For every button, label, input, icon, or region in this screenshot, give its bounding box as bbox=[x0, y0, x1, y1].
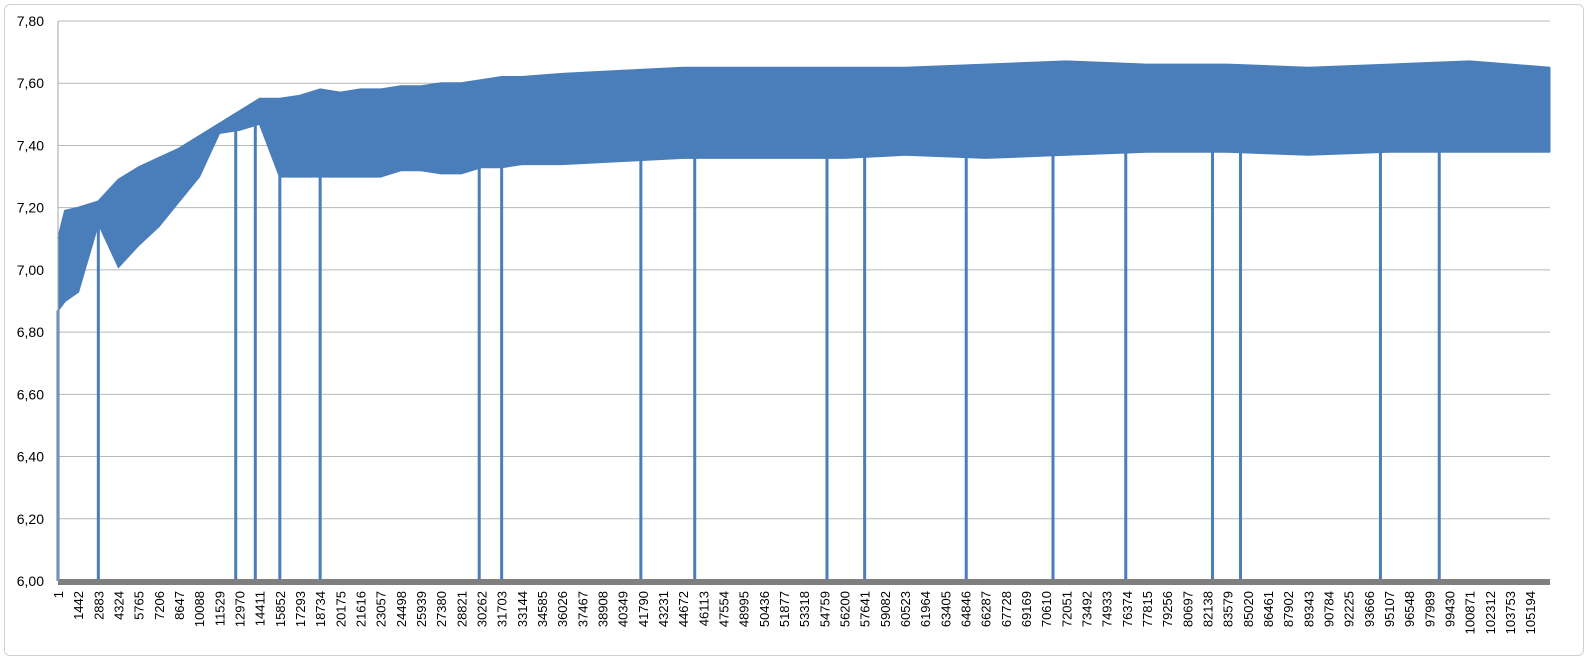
x-tick-label: 90784 bbox=[1321, 591, 1336, 627]
x-tick-label: 20175 bbox=[333, 591, 348, 627]
x-tick-label: 64846 bbox=[958, 591, 973, 627]
x-tick-label: 18734 bbox=[313, 591, 328, 627]
x-tick-label: 63405 bbox=[938, 591, 953, 627]
x-tick-label: 56200 bbox=[837, 591, 852, 627]
x-tick-label: 38908 bbox=[595, 591, 610, 627]
x-tick-label: 51877 bbox=[777, 591, 792, 627]
x-tick-label: 36026 bbox=[555, 591, 570, 627]
x-tick-label: 37467 bbox=[575, 591, 590, 627]
x-tick-label: 10088 bbox=[192, 591, 207, 627]
x-tick-label: 74933 bbox=[1100, 591, 1115, 627]
x-tick-label: 87902 bbox=[1281, 591, 1296, 627]
x-tick-label: 70610 bbox=[1039, 591, 1054, 627]
x-tick-label: 105194 bbox=[1523, 591, 1538, 634]
x-tick-label: 21616 bbox=[353, 591, 368, 627]
y-tick-label: 7,60 bbox=[17, 75, 44, 91]
x-tick-label: 100871 bbox=[1463, 591, 1478, 634]
x-tick-label: 80697 bbox=[1180, 591, 1195, 627]
x-tick-label: 83579 bbox=[1221, 591, 1236, 627]
x-tick-label: 73492 bbox=[1079, 591, 1094, 627]
x-tick-label: 43231 bbox=[656, 591, 671, 627]
x-tick-label: 30262 bbox=[474, 591, 489, 627]
x-tick-label: 47554 bbox=[716, 591, 731, 627]
x-tick-label: 86461 bbox=[1261, 591, 1276, 627]
x-tick-label: 93666 bbox=[1362, 591, 1377, 627]
x-tick-label: 89343 bbox=[1301, 591, 1316, 627]
x-tick-label: 17293 bbox=[293, 591, 308, 627]
y-tick-label: 6,40 bbox=[17, 449, 44, 465]
x-tick-label: 28821 bbox=[454, 591, 469, 627]
y-tick-label: 6,80 bbox=[17, 324, 44, 340]
x-tick-label: 5765 bbox=[132, 591, 147, 620]
x-tick-label: 54759 bbox=[817, 591, 832, 627]
y-tick-label: 7,20 bbox=[17, 200, 44, 216]
x-tick-label: 85020 bbox=[1241, 591, 1256, 627]
x-tick-label: 41790 bbox=[636, 591, 651, 627]
series-upper-line bbox=[57, 60, 1551, 240]
x-axis-tick-labels: 1 1442 2883 4324 5765 7206 8647 10088 11529 12970… bbox=[51, 591, 1538, 634]
x-tick-label: 27380 bbox=[434, 591, 449, 627]
x-tick-label: 1442 bbox=[71, 591, 86, 620]
x-tick-label: 60523 bbox=[898, 591, 913, 627]
x-tick-label: 92225 bbox=[1342, 591, 1357, 627]
x-tick-label: 48995 bbox=[737, 591, 752, 627]
x-tick-label: 95107 bbox=[1382, 591, 1397, 627]
x-tick-label: 46113 bbox=[696, 591, 711, 626]
x-tick-label: 4324 bbox=[111, 591, 126, 620]
x-tick-label: 66287 bbox=[979, 591, 994, 627]
x-tick-label: 24498 bbox=[394, 591, 409, 627]
x-axis-baseline bbox=[58, 579, 1550, 585]
x-tick-label: 77815 bbox=[1140, 591, 1155, 627]
x-tick-label: 33144 bbox=[515, 591, 530, 627]
x-tick-label: 102312 bbox=[1483, 591, 1498, 634]
x-tick-label: 103753 bbox=[1503, 591, 1518, 634]
x-tick-label: 25939 bbox=[414, 591, 429, 627]
series-area bbox=[56, 60, 1551, 581]
y-tick-label: 7,80 bbox=[17, 13, 44, 29]
x-tick-label: 57641 bbox=[858, 591, 873, 627]
x-tick-label: 8647 bbox=[172, 591, 187, 620]
x-tick-label: 79256 bbox=[1160, 591, 1175, 627]
y-tick-label: 6,60 bbox=[17, 386, 44, 402]
x-tick-label: 61964 bbox=[918, 591, 933, 627]
x-tick-label: 82138 bbox=[1200, 591, 1215, 627]
x-tick-label: 11529 bbox=[212, 591, 227, 626]
x-tick-label: 76374 bbox=[1120, 591, 1135, 627]
x-tick-label: 15852 bbox=[273, 591, 288, 627]
x-tick-label: 53318 bbox=[797, 591, 812, 627]
x-tick-label: 67728 bbox=[999, 591, 1014, 627]
x-tick-label: 14411 bbox=[253, 591, 268, 626]
y-axis-tick-labels: 6,00 6,20 6,40 6,60 6,80 7,00 7,20 7,40 7,60 7,80 bbox=[17, 13, 44, 589]
x-tick-label: 99430 bbox=[1442, 591, 1457, 627]
x-tick-label: 1 bbox=[51, 591, 66, 598]
x-tick-label: 97989 bbox=[1422, 591, 1437, 627]
x-tick-label: 69169 bbox=[1019, 591, 1034, 627]
x-tick-label: 23057 bbox=[374, 591, 389, 627]
x-tick-label: 12970 bbox=[232, 591, 247, 627]
y-tick-label: 6,00 bbox=[17, 573, 44, 589]
y-tick-label: 6,20 bbox=[17, 511, 44, 527]
y-tick-label: 7,00 bbox=[17, 262, 44, 278]
x-tick-label: 72051 bbox=[1059, 591, 1074, 627]
x-tick-label: 31703 bbox=[495, 591, 510, 627]
x-tick-label: 7206 bbox=[152, 591, 167, 620]
x-tick-label: 44672 bbox=[676, 591, 691, 627]
series-lower-line bbox=[57, 122, 1550, 311]
x-tick-label: 34585 bbox=[535, 591, 550, 627]
x-tick-label: 96548 bbox=[1402, 591, 1417, 627]
x-tick-label: 40349 bbox=[616, 591, 631, 627]
x-tick-label: 59082 bbox=[878, 591, 893, 627]
x-tick-label: 50436 bbox=[757, 591, 772, 627]
y-tick-label: 7,40 bbox=[17, 137, 44, 153]
x-tick-label: 2883 bbox=[91, 591, 106, 620]
